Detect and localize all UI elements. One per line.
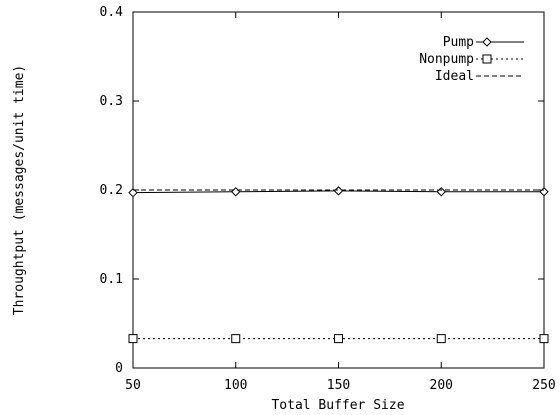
legend-label-pump: Pump	[443, 35, 474, 50]
data-point-pump	[333, 186, 344, 196]
x-axis-ticks: 50 100 150 200 250	[125, 12, 556, 393]
y-tick-label: 0.2	[100, 183, 123, 198]
legend-label-nonpump: Nonpump	[419, 52, 474, 67]
y-tick-label: 0.3	[100, 94, 123, 109]
data-point-nonpump	[231, 334, 241, 344]
data-point-nonpump	[436, 334, 446, 344]
y-axis-ticks: 0 0.1 0.2 0.3 0.4	[100, 5, 544, 376]
legend-marker-nonpump	[482, 54, 492, 64]
data-point-pump	[231, 187, 241, 197]
legend-marker-pump	[482, 37, 492, 47]
data-point-pump	[436, 187, 446, 197]
x-tick-label: 150	[327, 378, 350, 393]
x-axis-label: Total Buffer Size	[271, 398, 404, 413]
y-axis-label: Throughtput (messages/unit time)	[12, 65, 27, 315]
data-point-nonpump	[539, 334, 549, 344]
x-tick-label: 200	[430, 378, 453, 393]
legend-label-ideal: Ideal	[435, 69, 474, 84]
x-tick-label: 50	[125, 378, 141, 393]
data-point-nonpump	[128, 334, 138, 344]
y-tick-label: 0.4	[100, 5, 124, 20]
data-point-nonpump	[334, 334, 343, 344]
data-point-pump	[539, 187, 549, 197]
series-layer	[128, 186, 549, 344]
y-tick-label: 0	[115, 361, 123, 376]
legend: Pump Nonpump Ideal	[419, 35, 524, 84]
x-tick-label: 100	[224, 378, 247, 393]
y-tick-label: 0.1	[100, 272, 123, 287]
data-point-pump	[128, 187, 138, 198]
x-tick-label: 250	[532, 378, 555, 393]
